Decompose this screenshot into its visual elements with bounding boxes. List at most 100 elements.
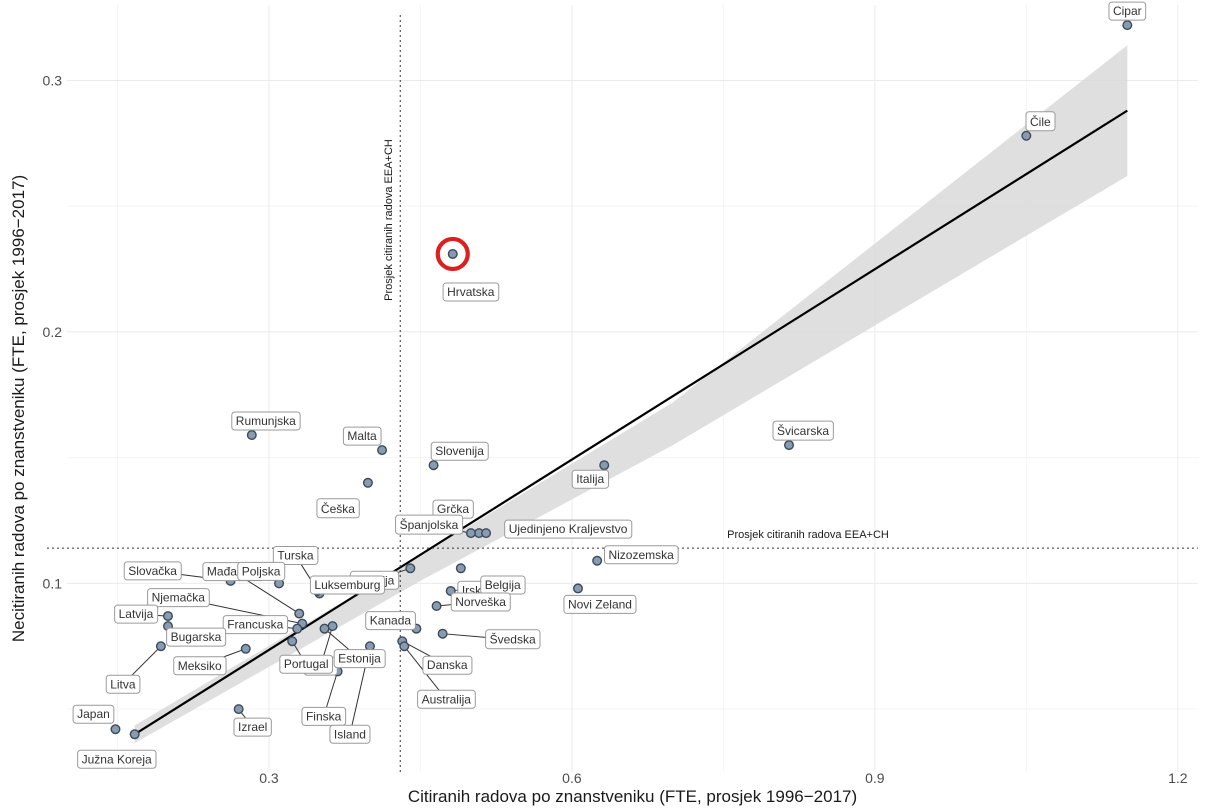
label-box-novi-zeland	[563, 594, 637, 614]
point-estonija	[319, 623, 330, 634]
point-italija	[599, 460, 610, 471]
reference-label-vertical: Prosjek citiranih radova EEA+CH	[383, 139, 395, 301]
label-text-rumunjska: Rumunjska	[236, 414, 296, 428]
label-box-juzna-koreja	[77, 749, 157, 769]
y-axis-label: Necitiranih radova po znanstveniku (FTE,…	[9, 175, 28, 642]
label-japan: Japan	[72, 704, 115, 724]
point-latvija	[162, 611, 173, 622]
label-text-danska: Danska	[427, 658, 468, 672]
x-axis-label: Citiranih radova po znanstveniku (FTE, p…	[408, 787, 857, 806]
point-austrija	[405, 563, 416, 574]
point-nizozemska	[592, 555, 603, 566]
label-text-latvija: Latvija	[119, 607, 154, 621]
label-text-ujedinjeno-kraljevstvo: Ujedinjeno Kraljevstvo	[509, 522, 628, 536]
label-slovacka: Slovačka	[123, 561, 182, 581]
label-box-finska	[301, 706, 347, 726]
label-box-slovacka	[123, 561, 182, 581]
label-text-spanjolska: Španjolska	[400, 517, 459, 532]
label-text-novi-zeland: Novi Zeland	[568, 597, 632, 611]
label-box-luksemburg	[309, 575, 385, 595]
label-text-cipar: Cipar	[1113, 4, 1142, 18]
label-box-japan	[72, 704, 115, 724]
label-njemacka: Njemačka	[147, 588, 210, 608]
label-text-izrael: Izrael	[238, 720, 267, 734]
label-box-nizozemska	[603, 545, 679, 565]
x-tick-label: 0.3	[259, 770, 279, 786]
point-ujedinjeno-kraljevstvo	[481, 528, 492, 539]
point-spanjolska	[465, 528, 476, 539]
label-turska: Turska	[272, 545, 319, 565]
point-cipar	[1122, 20, 1133, 31]
y-tick-label: 0.2	[43, 324, 63, 340]
label-box-rumunjska	[231, 411, 301, 431]
label-box-litva	[105, 674, 141, 694]
label-box-poljska	[237, 561, 286, 581]
label-text-estonija: Estonija	[338, 652, 381, 666]
label-text-svedska: Švedska	[490, 632, 536, 647]
label-meksiko: Meksiko	[173, 656, 227, 676]
point-labels: Cipar Čile Hrvatska Rumunjska Malta Švicarska…	[72, 1, 1147, 769]
label-box-izrael	[233, 717, 272, 737]
label-danska: Danska	[422, 655, 473, 675]
label-svedska: Švedska	[485, 629, 541, 650]
label-nizozemska: Nizozemska	[603, 545, 679, 565]
label-box-cile	[1025, 111, 1056, 132]
label-text-australija: Australija	[422, 692, 472, 706]
label-text-cile: Čile	[1030, 114, 1051, 129]
label-box-australija	[417, 689, 476, 709]
label-novi-zeland: Novi Zeland	[563, 594, 637, 614]
point-rumunjska	[246, 430, 257, 441]
label-kanada: Kanada	[365, 611, 416, 631]
point-ceska	[362, 477, 373, 488]
label-text-bugarska: Bugarska	[171, 630, 222, 644]
label-slovenija: Slovenija	[430, 441, 489, 461]
label-luksemburg: Luksemburg	[309, 575, 385, 595]
x-tick-label: 0.6	[562, 770, 582, 786]
label-text-portugal: Portugal	[284, 657, 329, 671]
point-juzna-koreja	[129, 729, 140, 740]
label-poljska: Poljska	[237, 561, 286, 581]
confidence-band-layer	[134, 45, 1128, 744]
label-text-svicarska: Švicarska	[777, 423, 829, 438]
label-text-meksiko: Meksiko	[178, 659, 222, 673]
label-box-ceska	[316, 498, 360, 519]
label-box-meksiko	[173, 656, 227, 676]
label-text-italija: Italija	[576, 472, 604, 486]
point-malta	[377, 445, 388, 456]
label-ujedinjeno-kraljevstvo: Ujedinjeno Kraljevstvo	[504, 519, 633, 539]
label-box-norveska	[450, 592, 511, 612]
point-novi-zeland	[572, 583, 583, 594]
label-text-japan: Japan	[77, 707, 110, 721]
label-francuska: Francuska	[222, 615, 289, 635]
label-box-francuska	[222, 615, 289, 635]
x-tick-label: 1.2	[1168, 770, 1188, 786]
point-svicarska	[784, 440, 795, 451]
label-izrael: Izrael	[233, 717, 272, 737]
label-text-finska: Finska	[306, 709, 342, 723]
label-box-estonija	[333, 649, 386, 669]
point-portugal	[287, 636, 298, 647]
label-text-ceska: Češka	[321, 501, 355, 516]
point-slovenija	[428, 460, 439, 471]
label-text-turska: Turska	[277, 548, 314, 562]
label-text-slovenija: Slovenija	[435, 444, 484, 458]
x-tick-label: 0.9	[865, 770, 885, 786]
label-malta: Malta	[342, 426, 382, 446]
label-estonija: Estonija	[333, 649, 386, 669]
point-australija	[399, 641, 410, 652]
point-izrael	[233, 704, 244, 715]
y-tick-label: 0.3	[43, 72, 63, 88]
label-text-hrvatska: Hrvatska	[447, 285, 495, 299]
point-madarska	[294, 608, 305, 619]
label-box-island	[329, 724, 371, 744]
label-island: Island	[329, 724, 371, 744]
label-latvija: Latvija	[114, 604, 159, 624]
label-cipar: Cipar	[1108, 1, 1147, 21]
label-text-belgija: Belgija	[485, 578, 521, 592]
label-text-slovacka: Slovačka	[128, 564, 177, 578]
point-svedska	[437, 628, 448, 639]
label-ceska: Češka	[316, 498, 360, 519]
label-cile: Čile	[1025, 111, 1056, 132]
label-text-luksemburg: Luksemburg	[314, 578, 380, 592]
